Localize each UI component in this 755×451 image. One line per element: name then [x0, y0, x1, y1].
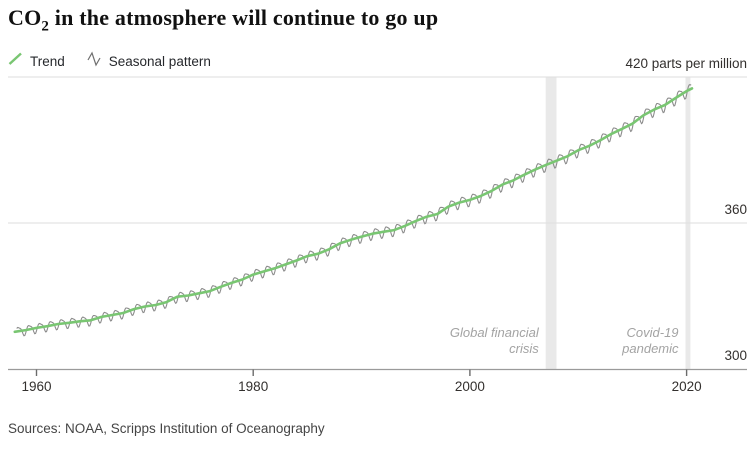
chart-title-rest: in the atmosphere will continue to go up [49, 5, 439, 30]
chart-annotation-line: Covid-19 [626, 325, 679, 340]
sources-note: Sources: NOAA, Scripps Institution of Oc… [8, 421, 325, 436]
legend-item-trend: Trend [8, 52, 65, 71]
chart-annotation: Covid-19 pandemic [622, 325, 678, 356]
chart-annotation-line: Global financial [449, 325, 539, 340]
trend-line [13, 87, 694, 334]
trend-line-icon [8, 52, 23, 71]
x-axis-tick-label-1960: 1960 [21, 379, 52, 394]
chart-title-subscript: 2 [41, 18, 50, 35]
legend-item-seasonal: Seasonal pattern [87, 51, 211, 72]
x-axis-tick-label-2020: 2020 [671, 379, 702, 394]
chart-annotation-line: pandemic [622, 340, 679, 356]
seasonal-zigzag-icon [87, 51, 102, 72]
seasonal-pattern-line [16, 84, 692, 337]
chart-title: CO2 in the atmosphere will continue to g… [8, 5, 438, 35]
x-axis-tick-label-1980: 1980 [238, 379, 269, 394]
legend-label-trend: Trend [30, 54, 65, 69]
x-axis-tick-label-2000: 2000 [454, 379, 485, 394]
legend-label-seasonal: Seasonal pattern [108, 54, 211, 69]
legend: Trend Seasonal pattern [8, 51, 211, 72]
chart-annotation-line: crisis [509, 340, 539, 356]
chart-annotation: Global financial crisis [450, 325, 539, 356]
chart-title-prefix: CO [8, 5, 42, 30]
y-axis-unit-label: 420 parts per million [625, 56, 747, 71]
y-axis-label-300: 300 [724, 348, 747, 364]
y-axis-label-360: 360 [724, 202, 747, 218]
